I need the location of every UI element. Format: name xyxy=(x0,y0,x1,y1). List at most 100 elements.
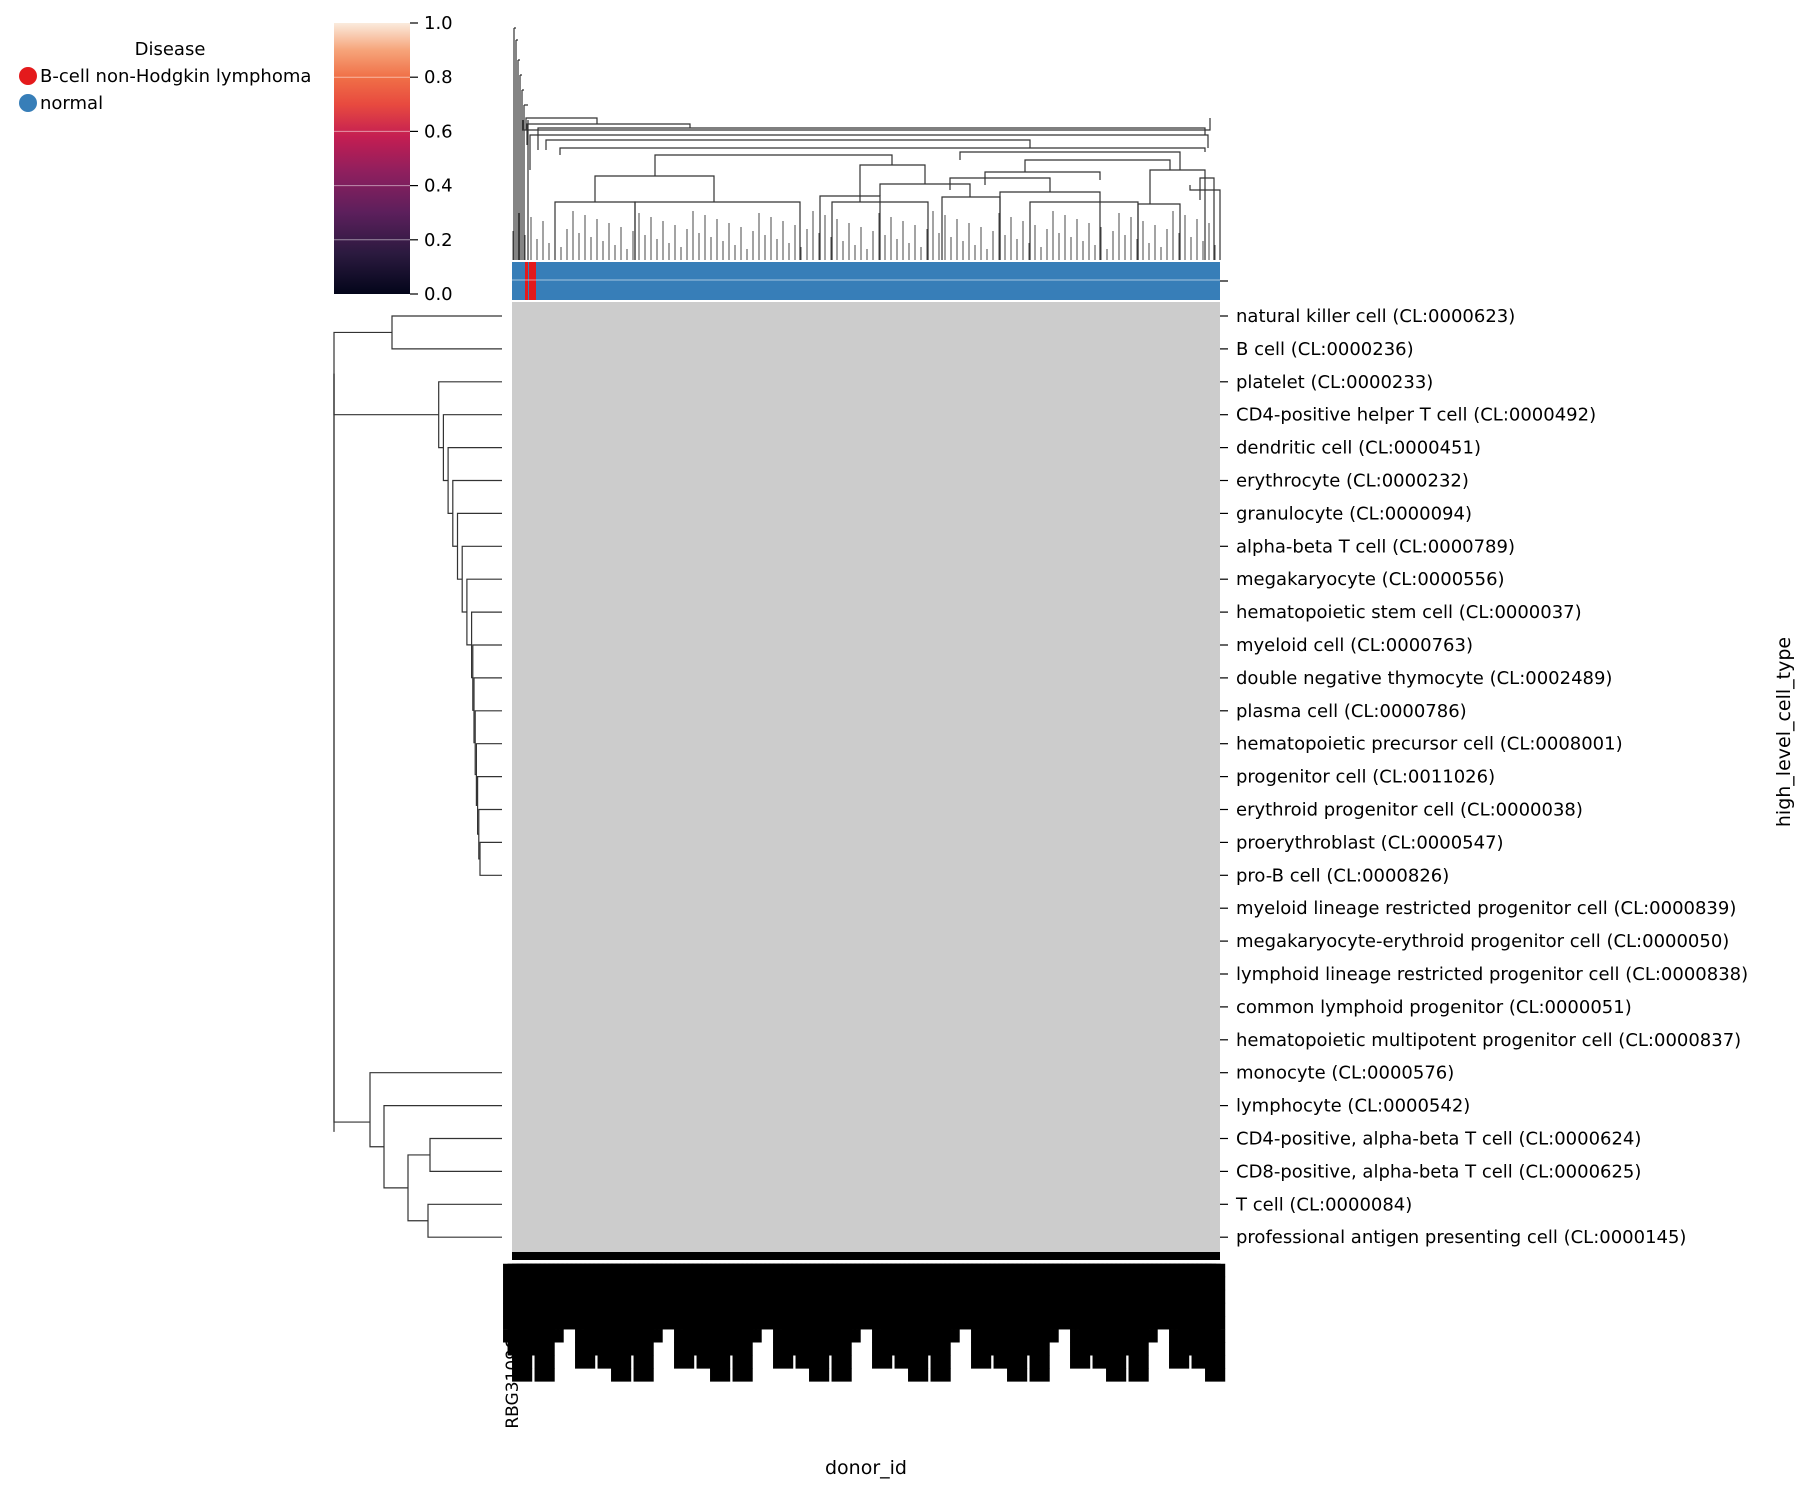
x-tick-label-overlap: █████████ xyxy=(1106,1263,1127,1383)
x-tick-label-overlap: ███████ xyxy=(1003,1263,1024,1356)
x-tick-label-overlap: █████ xyxy=(656,1263,677,1330)
row-label: CD8-positive, alpha-beta T cell (CL:0000… xyxy=(1236,1161,1641,1182)
x-tick-labels: ████████████████████████████████████████… xyxy=(503,1263,1226,1429)
heatmap-bottom-ticks xyxy=(512,1252,1220,1260)
x-tick-label-overlap: ██████ xyxy=(899,1263,920,1343)
x-tick-label-overlap: ██████ xyxy=(1120,1263,1141,1343)
dendrogram-link xyxy=(369,1072,502,1148)
colorbar-tick-label: 0.0 xyxy=(424,284,453,305)
dendrogram-link xyxy=(941,196,1001,260)
x-tick-label-overlap: ████████ xyxy=(1169,1263,1190,1370)
dendrogram-link xyxy=(427,1203,502,1238)
annotation-normal xyxy=(512,262,1220,300)
x-tick-label-overlap: █████ xyxy=(859,1263,880,1330)
row-label: plasma cell (CL:0000786) xyxy=(1236,701,1467,722)
row-label: hematopoietic multipotent progenitor cel… xyxy=(1236,1030,1741,1051)
x-tick-label-overlap: ███ xyxy=(868,1263,889,1304)
dendrogram-link xyxy=(407,1154,430,1222)
colorbar-tick-label: 1.0 xyxy=(424,13,453,34)
x-tick-label-overlap: █████ xyxy=(1151,1263,1172,1330)
x-tick-label-overlap: ████ xyxy=(827,1263,848,1317)
x-tick-label-overlap: ████████ xyxy=(674,1263,695,1370)
x-tick-label-overlap: ████ xyxy=(985,1263,1006,1317)
dendrogram-link xyxy=(984,171,1101,185)
x-tick-label-overlap: ██████ xyxy=(521,1263,542,1343)
x-tick-label-overlap: ███████ xyxy=(1079,1263,1100,1356)
x-tick-label-overlap: █████ xyxy=(737,1263,758,1330)
x-tick-label-overlap: ████ xyxy=(1048,1263,1069,1317)
dendrogram-link xyxy=(333,331,439,416)
row-label: dendritic cell (CL:0000451) xyxy=(1236,438,1481,459)
dendrogram-link xyxy=(1189,185,1221,260)
x-tick-label-overlap: ███████ xyxy=(980,1263,1001,1356)
dendrogram-link xyxy=(391,315,502,350)
row-label: erythroid progenitor cell (CL:0000038) xyxy=(1236,800,1583,821)
x-tick-label-overlap: █████████ xyxy=(512,1263,533,1383)
x-tick-label-overlap: █████████ xyxy=(832,1263,853,1383)
x-tick-label-overlap: █████████ xyxy=(908,1263,929,1383)
x-tick-label-overlap: ███████ xyxy=(814,1263,835,1356)
x-tick-label-overlap: ███ xyxy=(769,1263,790,1304)
x-tick-label-overlap: ███████ xyxy=(508,1263,529,1356)
row-label: megakaryocyte (CL:0000556) xyxy=(1236,569,1505,590)
dendrogram-link xyxy=(545,139,1031,150)
x-tick-label-overlap: ███████ xyxy=(890,1263,911,1356)
row-label: pro-B cell (CL:0000826) xyxy=(1236,865,1449,886)
x-tick-label-overlap: ███████ xyxy=(1102,1263,1123,1356)
row-label: myeloid cell (CL:0000763) xyxy=(1236,635,1473,656)
colorbar-tick-label: 0.4 xyxy=(424,176,453,197)
x-tick-label-overlap: ██████ xyxy=(1097,1263,1118,1343)
x-tick-label-overlap: ████ xyxy=(1061,1263,1082,1317)
x-tick-label-overlap: ████ xyxy=(863,1263,884,1317)
x-tick-label-overlap: ████████ xyxy=(1093,1263,1114,1370)
x-tick-label-overlap: ██████ xyxy=(724,1263,745,1343)
x-tick-label-overlap: ████ xyxy=(589,1263,610,1317)
x-tick-label-overlap: █████ xyxy=(1052,1263,1073,1330)
x-tick-label-overlap: ████████ xyxy=(971,1263,992,1370)
x-tick-label-overlap: █████ xyxy=(661,1263,682,1330)
x-tick-label-overlap: ██████ xyxy=(1138,1263,1159,1343)
heatmap-body xyxy=(512,302,1220,1260)
x-tick-label-overlap: ████ xyxy=(1025,1263,1046,1317)
x-tick-label-overlap: █████ xyxy=(679,1263,700,1330)
x-tick-label-overlap: █████ xyxy=(557,1263,578,1330)
x-tick-label-overlap: █████ xyxy=(580,1263,601,1330)
row-label: hematopoietic stem cell (CL:0000037) xyxy=(1236,602,1582,623)
x-tick-label-overlap: ██████ xyxy=(800,1263,821,1343)
x-tick-label-overlap: ████████ xyxy=(994,1263,1015,1370)
x-tick-label-overlap: ███████ xyxy=(584,1263,605,1356)
x-tick-label-overlap: ███ xyxy=(1043,1263,1064,1304)
dendrogram-link xyxy=(819,195,881,260)
annotation-lymphoma xyxy=(529,262,536,300)
x-tick-label-overlap: ████ xyxy=(1084,1263,1105,1317)
legend-entry-lymphoma: B-cell non-Hodgkin lymphoma xyxy=(40,66,311,87)
x-tick-label-overlap: ███ xyxy=(647,1263,668,1304)
x-tick-label-first: RBG31096_Xu2023 xyxy=(503,1264,523,1429)
colorbar-gradient xyxy=(334,23,410,294)
x-tick-label-overlap: ████ xyxy=(787,1263,808,1317)
x-tick-label-overlap: █████ xyxy=(755,1263,776,1330)
x-tick-label-overlap: ██████ xyxy=(818,1263,839,1343)
x-tick-label-overlap: ███████ xyxy=(1012,1263,1033,1356)
x-tick-label-overlap: ██████ xyxy=(1021,1263,1042,1343)
x-tick-label-overlap: ███████ xyxy=(805,1263,826,1356)
x-tick-label-overlap: ████ xyxy=(1183,1263,1204,1317)
x-tick-label-overlap: █████ xyxy=(976,1263,997,1330)
x-tick-label-overlap: ███ xyxy=(944,1263,965,1304)
x-tick-label-overlap: █████████ xyxy=(1007,1263,1028,1383)
x-tick-label-overlap: ███ xyxy=(548,1263,569,1304)
dendrogram-link xyxy=(949,177,1051,192)
x-tick-label-overlap: ███████ xyxy=(616,1263,637,1356)
row-label: CD4-positive helper T cell (CL:0000492) xyxy=(1236,405,1596,426)
x-tick-label-overlap: ██████ xyxy=(602,1263,623,1343)
x-tick-label-overlap: ████ xyxy=(751,1263,772,1317)
x-tick-label-overlap: ██████ xyxy=(701,1263,722,1343)
x-tick-label-overlap: ███ xyxy=(746,1263,767,1304)
dendrogram-link xyxy=(1137,203,1181,260)
colorbar-tick-label: 0.6 xyxy=(424,121,453,142)
x-tick-label-overlap: ███████ xyxy=(782,1263,803,1356)
legend-marker-normal xyxy=(19,94,37,112)
x-tick-label-overlap: ██████ xyxy=(503,1263,524,1343)
x-tick-label-overlap: █████ xyxy=(1075,1263,1096,1330)
